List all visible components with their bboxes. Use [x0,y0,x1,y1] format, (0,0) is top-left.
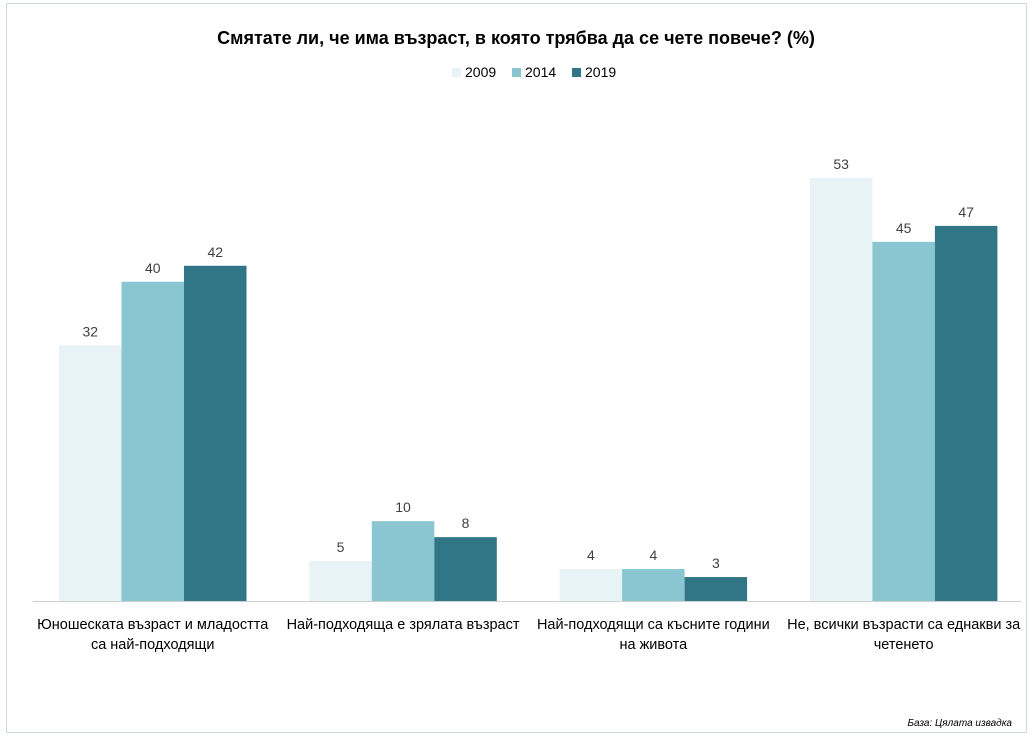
bar-2009-cat1 [59,345,122,601]
bar-2014-cat3 [622,569,685,601]
data-label-2014-cat2: 10 [395,499,411,515]
category-label-4-line1: Не, всички възрасти са еднакви за [787,617,1021,633]
category-label-4-line2: четенето [874,637,934,653]
data-label-2009-cat2: 5 [337,539,345,555]
data-label-2019-cat4: 47 [958,204,974,220]
bar-2009-cat2 [309,561,372,601]
category-label-1-line1: Юношеската възраст и младостта [37,617,269,633]
data-label-2019-cat2: 8 [462,515,470,531]
category-label-3-line1: Най-подходящи са късните години [537,617,770,633]
bar-2009-cat3 [559,569,623,601]
bar-2014-cat2 [371,521,435,601]
bar-2019-cat1 [184,265,247,601]
data-label-2009-cat4: 53 [833,156,849,172]
legend-label-2019: 2019 [585,64,616,80]
legend-label-2014: 2014 [525,64,556,80]
base-footnote: База: Цялата извадка [908,718,1013,729]
bar-2019-cat2 [434,537,497,601]
category-label-2-line1: Най-подходяща е зрялата възраст [287,617,520,633]
bar-2019-cat3 [684,577,748,601]
category-label-3-line2: на живота [619,637,688,653]
data-label-2019-cat1: 42 [207,244,223,260]
data-label-2009-cat1: 32 [82,324,98,340]
legend-label-2009: 2009 [465,64,496,80]
legend-swatch-2014 [512,68,521,77]
bars-area: 32 40 42 5 10 8 4 4 3 53 45 47 [59,156,998,602]
bar-2009-cat4 [809,178,873,601]
x-axis-labels: Юношеската възраст и младостта са най-под… [37,617,1021,653]
data-label-2009-cat3: 4 [587,547,595,563]
data-label-2014-cat3: 4 [649,547,657,563]
legend-swatch-2019 [572,68,581,77]
bar-2014-cat1 [121,281,184,601]
bar-2019-cat4 [934,225,998,602]
data-label-2014-cat1: 40 [145,260,161,276]
bar-2014-cat4 [872,241,935,601]
data-label-2014-cat4: 45 [896,220,912,236]
data-label-2019-cat3: 3 [712,555,720,571]
legend: 2009 2014 2019 [452,64,616,80]
legend-swatch-2009 [452,68,461,77]
category-label-1-line2: са най-подходящи [91,637,215,653]
chart-title: Смятате ли, че има възраст, в която тряб… [217,28,815,48]
